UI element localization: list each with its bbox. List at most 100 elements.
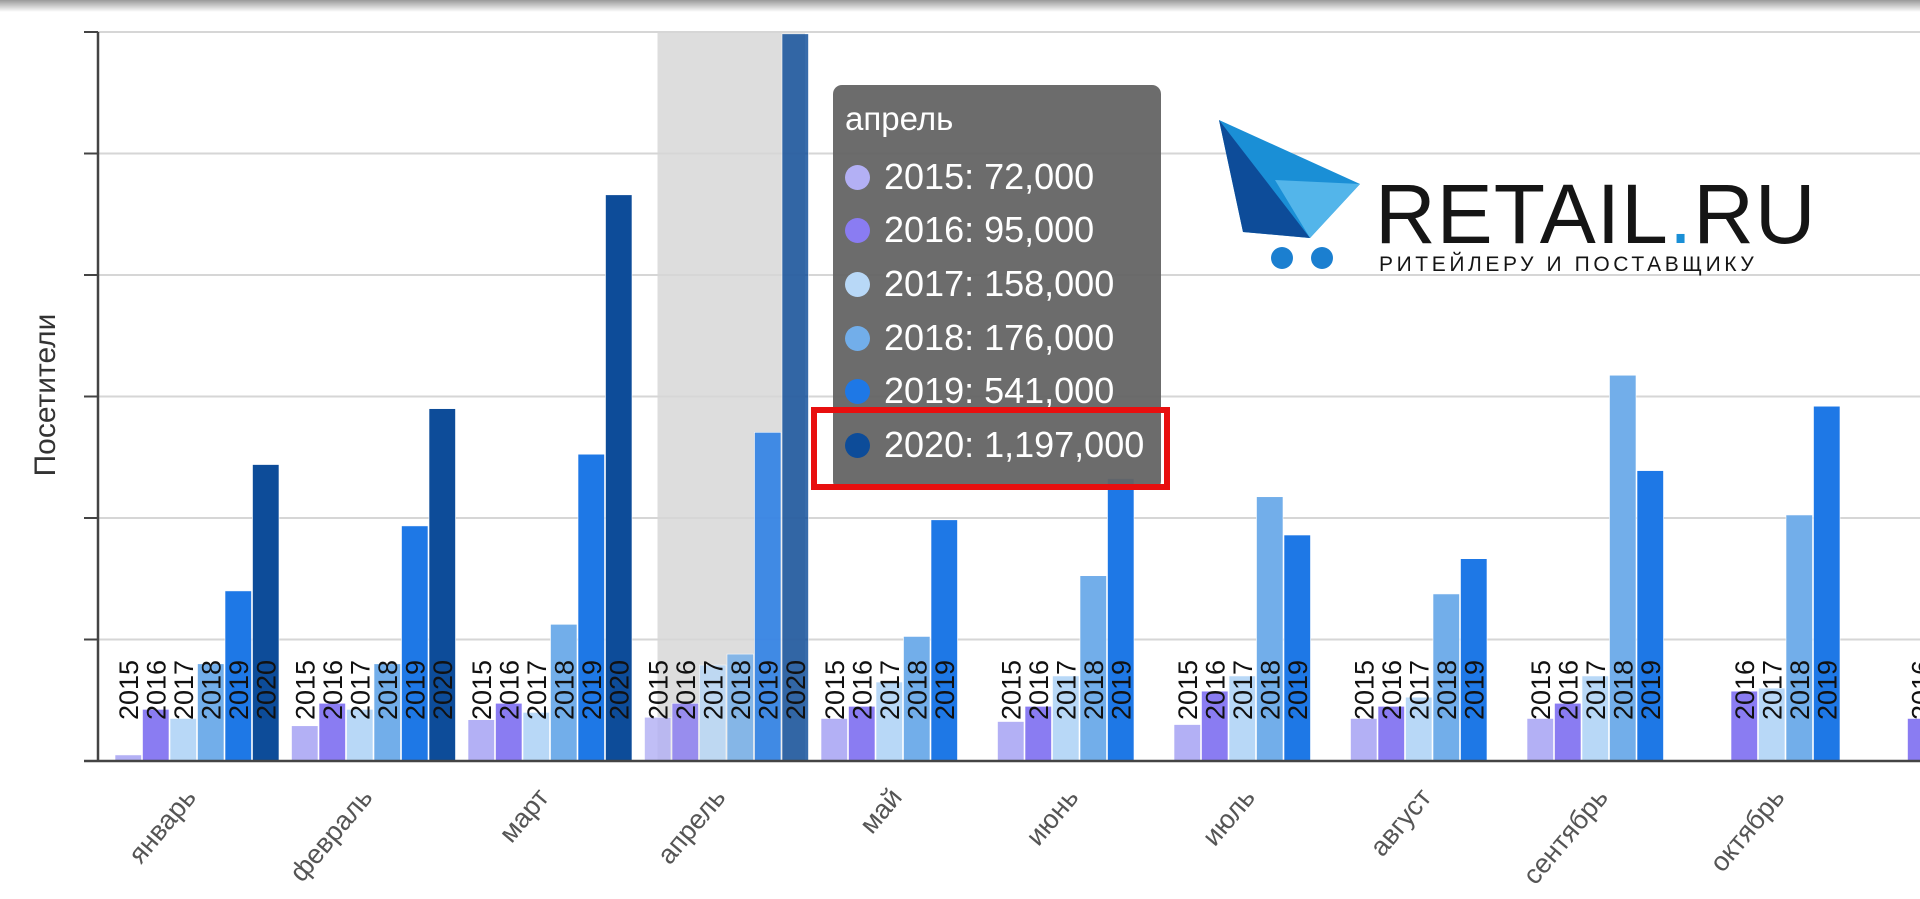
bar-label-2017: 2017	[1404, 660, 1434, 720]
bar-label-2015: 2015	[467, 660, 497, 720]
bar-label-2015: 2015	[114, 660, 144, 720]
bar-2015-сентябрь	[1526, 718, 1554, 762]
bar-2016-март	[495, 702, 523, 762]
bar-label-2016: 2016	[318, 660, 348, 720]
bar-2017-май	[875, 681, 903, 762]
bar-2016-февраль	[318, 702, 346, 762]
bar-2015-август	[1350, 718, 1378, 762]
bar-2016-июль	[1201, 690, 1229, 762]
bar-2016-январь	[142, 709, 170, 762]
bar-label-2020: 2020	[604, 660, 634, 720]
window-top-shadow	[0, 0, 1920, 12]
tooltip-row-2018: 2018: 176,000	[845, 317, 1114, 359]
bar-2016-июнь	[1024, 706, 1052, 762]
tooltip-row-2015: 2015: 72,000	[845, 156, 1094, 198]
bar-2017-июнь	[1052, 675, 1080, 762]
tooltip-row-2020: 2020: 1,197,000	[845, 424, 1144, 466]
bar-2017-январь	[169, 718, 197, 762]
bar-2015-апрель	[644, 716, 672, 762]
x-tick-label-август: август	[1364, 783, 1437, 862]
bar-label-2019: 2019	[753, 660, 783, 720]
bar-label-2019: 2019	[1636, 660, 1666, 720]
x-tick-label-июнь: июнь	[1020, 783, 1084, 852]
x-tick-label-сентябрь: сентябрь	[1517, 783, 1614, 890]
bar-2018-январь	[197, 663, 225, 762]
tooltip-row-2017: 2017: 158,000	[845, 263, 1114, 305]
bar-2019-июль	[1283, 534, 1311, 762]
bar-2016-сентябрь	[1554, 702, 1582, 762]
bar-2018-март	[550, 624, 578, 762]
legend-dot-icon	[845, 271, 870, 297]
x-tick-label-апрель: апрель	[651, 783, 731, 870]
bar-2018-июнь	[1079, 575, 1107, 762]
x-tick-label-июль: июль	[1196, 783, 1260, 852]
bar-label-2017: 2017	[1228, 660, 1258, 720]
bar-2015-июль	[1173, 724, 1201, 762]
bar-2015-май	[820, 718, 848, 762]
x-tick-label-март: март	[493, 783, 555, 849]
bar-2017-апрель	[699, 664, 727, 762]
bar-label-2019: 2019	[577, 660, 607, 720]
bar-label-2017: 2017	[345, 660, 375, 720]
bar-2020-апрель	[781, 33, 809, 762]
legend-dot-icon	[845, 432, 870, 458]
bar-2016-май	[848, 706, 876, 762]
bar-2016-ноябрь	[1907, 718, 1920, 762]
bar-2016-август	[1377, 706, 1405, 762]
bar-2020-январь	[252, 464, 280, 762]
tooltip-row-label: 2017: 158,000	[884, 263, 1115, 304]
bar-label-2016: 2016	[141, 660, 171, 720]
legend-dot-icon	[845, 378, 870, 404]
bar-label-2019: 2019	[930, 660, 960, 720]
legend-dot-icon	[845, 217, 870, 243]
tooltip-row-2019: 2019: 541,000	[845, 370, 1114, 412]
bar-2020-февраль	[428, 408, 456, 762]
bar-2016-апрель	[671, 702, 699, 762]
bar-label-2015: 2015	[290, 660, 320, 720]
bar-label-2018: 2018	[726, 660, 756, 720]
tooltip-row-2016: 2016: 95,000	[845, 209, 1094, 251]
bar-label-2018: 2018	[1785, 660, 1815, 720]
bar-2018-июль	[1256, 496, 1284, 762]
highlight-annotation-box	[811, 407, 1170, 490]
retail-ru-logo: RETAIL.RU РИТЕЙЛЕРУ И ПОСТАВЩИКУ	[1215, 120, 1816, 280]
tooltip-row-label: 2020: 1,197,000	[884, 424, 1145, 465]
bar-label-2018: 2018	[1079, 660, 1109, 720]
chart-tooltip: апрель 2015: 72,000 2016: 95,000 2017: 1…	[833, 85, 1161, 490]
bar-label-2016: 2016	[1024, 660, 1054, 720]
bar-label-2018: 2018	[902, 660, 932, 720]
tooltip-row-label: 2015: 72,000	[884, 156, 1095, 197]
bar-label-2016: 2016	[1200, 660, 1230, 720]
bar-label-2015: 2015	[1173, 660, 1203, 720]
bar-2019-апрель	[754, 432, 782, 762]
tooltip-row-label: 2016: 95,000	[884, 209, 1095, 250]
bar-label-2018: 2018	[373, 660, 403, 720]
logo-tagline: РИТЕЙЛЕРУ И ПОСТАВЩИКУ	[1379, 253, 1758, 276]
bar-label-2017: 2017	[169, 660, 199, 720]
x-tick-label-октябрь: октябрь	[1704, 783, 1790, 878]
legend-dot-icon	[845, 164, 870, 190]
bar-label-2018: 2018	[1255, 660, 1285, 720]
bar-label-2017: 2017	[1051, 660, 1081, 720]
bar-label-2016: 2016	[1730, 660, 1760, 720]
bar-label-2015: 2015	[996, 660, 1026, 720]
bar-2019-август	[1460, 558, 1488, 762]
bar-2018-октябрь	[1785, 514, 1813, 762]
bar-label-2017: 2017	[1581, 660, 1611, 720]
bar-label-2016: 2016	[847, 660, 877, 720]
bar-2017-февраль	[346, 709, 374, 762]
bar-label-2017: 2017	[1757, 660, 1787, 720]
bar-label-2019: 2019	[400, 660, 430, 720]
bar-2018-апрель	[726, 653, 754, 762]
bar-2019-июнь	[1107, 478, 1135, 762]
tooltip-row-label: 2019: 541,000	[884, 370, 1115, 411]
bar-label-2018: 2018	[1608, 660, 1638, 720]
bar-label-2017: 2017	[875, 660, 905, 720]
x-tick-label-январь: январь	[123, 783, 202, 869]
bar-label-2019: 2019	[224, 660, 254, 720]
bar-2016-октябрь	[1730, 690, 1758, 762]
bar-label-2015: 2015	[1526, 660, 1556, 720]
bar-label-2016: 2016	[1377, 660, 1407, 720]
bar-2015-февраль	[291, 725, 319, 762]
tooltip-title: апрель	[845, 100, 954, 137]
